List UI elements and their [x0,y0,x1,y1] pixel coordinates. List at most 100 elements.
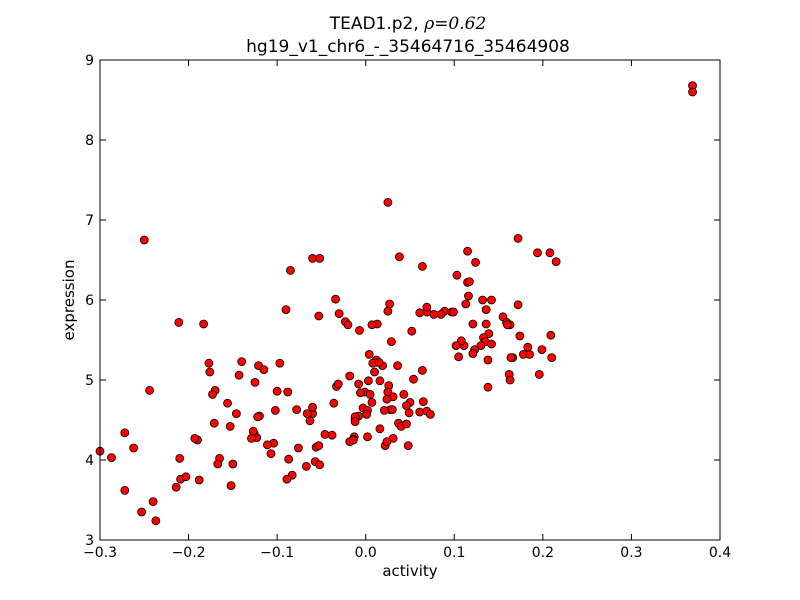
data-point [223,398,232,408]
data-point [231,409,241,419]
data-point [343,320,353,330]
data-point [383,387,393,397]
data-point [205,367,215,377]
data-point [468,349,478,359]
data-point [320,429,330,439]
data-point [139,235,149,245]
data-point [270,405,280,415]
data-points-layer [95,81,697,526]
data-point [382,394,392,404]
data-point [199,319,209,329]
data-point [292,405,302,415]
data-point [145,385,155,395]
data-point [415,308,425,318]
data-point [546,330,556,340]
data-point [383,197,393,207]
data-point [468,319,478,329]
data-point [364,349,374,359]
data-point [394,252,404,262]
data-point [402,401,411,411]
data-point [137,507,147,517]
data-point [382,437,392,447]
y-tick-label: 6 [85,293,94,309]
data-point [234,370,244,380]
x-tick-label: 0.0 [355,545,377,561]
data-point [293,443,303,453]
data-point [282,474,292,484]
data-point [225,421,235,431]
data-point [386,337,396,347]
data-point [471,257,480,267]
data-point [190,433,200,443]
data-point [365,389,375,399]
data-point [248,426,258,436]
data-point [204,358,214,368]
data-point [425,409,435,419]
data-point [331,294,341,304]
data-point [688,87,697,97]
data-point [107,453,116,463]
data-point [281,305,291,315]
data-point [129,443,139,453]
data-point [266,449,276,459]
data-point [422,302,432,312]
data-point [452,270,462,280]
data-point [363,376,373,386]
data-point [487,339,496,349]
data-point [228,459,238,469]
data-point [171,482,181,492]
x-tick-label: −0.2 [172,545,206,561]
data-point [262,440,272,450]
data-point [545,248,555,258]
data-point [362,409,372,419]
data-point [383,306,393,316]
data-point [481,319,491,329]
data-point [513,233,523,243]
data-point [348,435,358,445]
x-tick-label: −0.1 [260,545,294,561]
data-point [363,432,372,442]
data-point [314,441,324,451]
data-point [451,341,461,351]
data-point [523,342,533,352]
data-point [513,300,523,310]
data-point [148,497,158,507]
data-point [174,317,184,327]
data-point [237,357,247,367]
x-tick-label: 0.3 [620,545,642,561]
data-point [181,472,191,482]
chart-title-rho-value: =0.62 [434,14,486,34]
y-tick-label: 4 [85,453,94,469]
data-point [253,412,263,422]
data-point [315,460,325,470]
data-point [483,382,493,392]
data-point [387,405,397,415]
data-point [402,419,411,429]
data-point [333,379,343,389]
data-point [551,257,561,267]
chart-subtitle: hg19_v1_chr6_-_35464716_35464908 [246,37,570,57]
data-point [305,416,315,426]
data-point [355,388,365,398]
data-point [175,453,185,463]
data-point [393,361,403,371]
y-tick-label: 5 [85,373,94,389]
data-point [272,386,282,396]
data-point [503,320,512,330]
x-axis-label: activity [382,562,437,580]
data-point [120,428,130,438]
data-point [375,376,385,386]
data-point [375,424,385,434]
data-point [506,353,516,363]
data-point [464,291,473,301]
data-point [354,379,364,389]
data-point [429,309,439,319]
chart-title-rho-symbol: ρ [423,14,434,34]
data-point [418,397,428,407]
data-point [417,261,427,271]
data-point [476,341,486,351]
data-point [284,454,294,464]
data-point [399,389,409,399]
data-point [481,305,491,315]
data-point [120,485,130,495]
